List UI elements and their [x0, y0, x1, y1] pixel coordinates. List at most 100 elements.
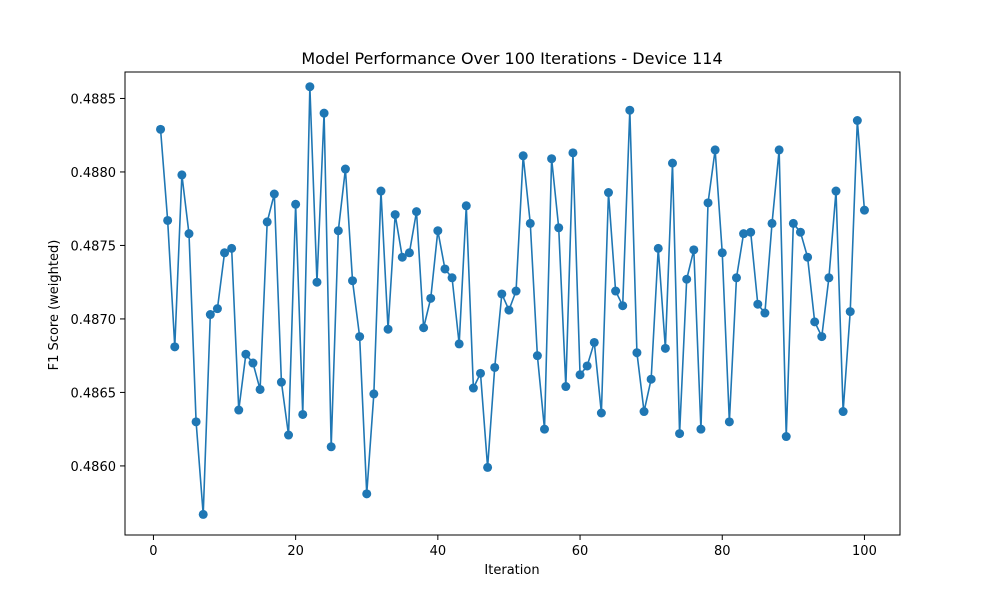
- data-point: [824, 273, 834, 283]
- data-point: [184, 229, 194, 239]
- data-point: [191, 417, 201, 427]
- y-axis-label: F1 Score (weighted): [47, 240, 62, 371]
- x-axis-label: Iteration: [484, 563, 539, 578]
- data-point: [376, 186, 386, 196]
- data-point: [404, 248, 414, 258]
- data-point: [248, 358, 258, 368]
- data-point: [653, 243, 663, 253]
- data-point: [810, 317, 820, 327]
- data-point: [582, 361, 592, 371]
- data-point: [774, 145, 784, 155]
- data-point: [426, 293, 436, 303]
- data-point: [440, 264, 450, 274]
- data-point: [703, 198, 713, 208]
- data-point: [319, 108, 329, 118]
- data-point: [177, 170, 187, 180]
- data-point: [241, 349, 251, 359]
- data-point: [227, 243, 237, 253]
- data-point: [362, 489, 372, 499]
- axes-frame: [124, 71, 901, 536]
- data-point: [667, 158, 677, 168]
- data-point: [348, 276, 358, 286]
- data-point: [532, 351, 542, 361]
- data-point: [269, 189, 279, 199]
- data-point: [803, 252, 813, 262]
- data-point: [859, 205, 869, 215]
- data-point: [198, 509, 208, 519]
- data-point: [291, 199, 301, 209]
- data-point: [419, 323, 429, 333]
- y-tick-label: 0.4885: [71, 92, 117, 107]
- data-point: [831, 186, 841, 196]
- data-point: [461, 201, 471, 211]
- data-point: [340, 164, 350, 174]
- x-tick-label: 100: [852, 544, 877, 559]
- data-point: [767, 218, 777, 228]
- chart-title: Model Performance Over 100 Iterations - …: [301, 49, 722, 68]
- data-point: [845, 307, 855, 317]
- data-point: [554, 223, 564, 233]
- y-tick-label: 0.4875: [71, 239, 117, 254]
- data-point: [838, 407, 848, 417]
- y-tick-label: 0.4865: [71, 386, 117, 401]
- data-point: [433, 226, 443, 236]
- data-point: [412, 207, 422, 217]
- data-point: [511, 286, 521, 296]
- data-point: [660, 343, 670, 353]
- data-point: [611, 286, 621, 296]
- data-point: [603, 188, 613, 198]
- data-point: [675, 429, 685, 439]
- data-point: [390, 210, 400, 220]
- data-point: [476, 368, 485, 378]
- data-point: [276, 377, 286, 387]
- data-point: [561, 382, 571, 392]
- data-point: [497, 289, 507, 299]
- data-point: [724, 417, 734, 427]
- data-point: [326, 442, 336, 452]
- data-point: [788, 218, 798, 228]
- data-point: [696, 424, 706, 434]
- data-point: [504, 305, 514, 315]
- y-tick-label: 0.4880: [71, 166, 117, 181]
- data-point: [163, 215, 173, 225]
- data-point: [596, 408, 606, 418]
- data-point: [312, 277, 322, 287]
- y-tick-label: 0.4860: [71, 460, 117, 475]
- data-point: [468, 383, 478, 393]
- data-point: [369, 389, 379, 399]
- x-tick-label: 0: [149, 544, 157, 559]
- data-point: [305, 82, 315, 92]
- data-point: [298, 409, 308, 419]
- data-point: [852, 116, 862, 125]
- x-tick-label: 40: [430, 544, 447, 559]
- data-point: [454, 339, 464, 349]
- plot-area: 0 20 40 60 80 100 0.4860 0.4865 0.4870 0.4875 0.48…: [71, 71, 901, 559]
- data-point: [234, 405, 244, 415]
- data-point: [753, 299, 763, 309]
- data-point: [355, 332, 365, 342]
- data-point: [383, 324, 393, 334]
- data-point: [618, 301, 628, 311]
- data-point: [781, 432, 791, 442]
- data-point: [205, 310, 215, 320]
- data-point: [568, 148, 578, 158]
- data-point: [284, 430, 294, 440]
- data-point: [646, 374, 656, 384]
- data-point: [817, 332, 827, 342]
- x-tick-label: 20: [287, 544, 304, 559]
- y-tick-label: 0.4870: [71, 313, 117, 328]
- data-point: [518, 151, 528, 161]
- data-point: [525, 218, 535, 228]
- data-point: [255, 384, 265, 394]
- data-point: [220, 248, 230, 258]
- data-point: [540, 424, 549, 434]
- data-point: [682, 274, 692, 284]
- data-point: [760, 308, 770, 318]
- data-point: [739, 229, 749, 239]
- data-point: [575, 370, 585, 380]
- data-point: [483, 462, 493, 472]
- data-point: [547, 154, 557, 164]
- x-tick-label: 60: [572, 544, 589, 559]
- data-point: [589, 337, 599, 347]
